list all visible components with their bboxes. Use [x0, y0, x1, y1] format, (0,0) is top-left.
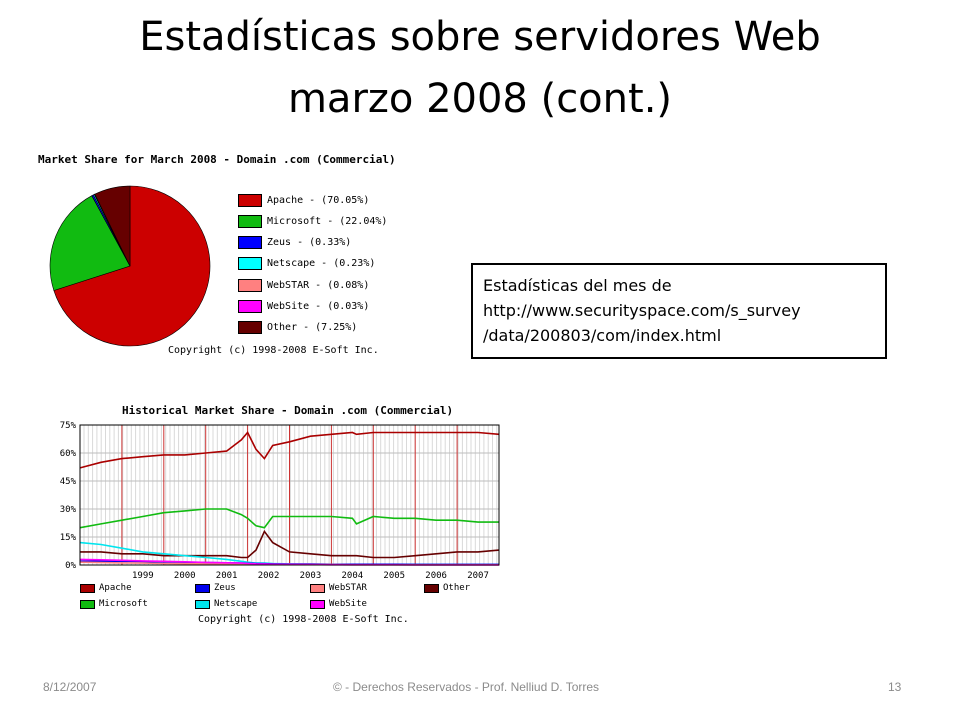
slide-title-line2: marzo 2008 (cont.)	[287, 76, 673, 122]
pie-legend-swatch	[238, 236, 262, 250]
x-tick-label: 2001	[216, 571, 238, 581]
y-tick-label: 0%	[65, 561, 76, 571]
line-copyright: Copyright (c) 1998-2008 E-Soft Inc.	[198, 614, 409, 625]
pie-legend-label: Other - (7.25%)	[267, 322, 358, 334]
pie-chart-title: Market Share for March 2008 - Domain .co…	[38, 153, 396, 166]
pie-legend-swatch	[238, 214, 262, 228]
y-tick-label: 45%	[60, 477, 77, 487]
line-legend-label: WebSTAR	[329, 583, 367, 593]
pie-slice-6	[94, 185, 131, 267]
source-note-line2: http://www.securityspace.com/s_survey	[483, 301, 801, 320]
pie-legend-item: WebSite - (0.03%)	[238, 296, 387, 316]
line-legend-item: WebSTAR	[310, 583, 367, 593]
x-tick-label: 2000	[174, 571, 196, 581]
pie-legend: Apache - (70.05%) Microsoft - (22.04%) Zeu…	[238, 190, 387, 339]
pie-legend-item: Zeus - (0.33%)	[238, 233, 387, 253]
pie-legend-item: Other - (7.25%)	[238, 318, 387, 338]
footer-date: 8/12/2007	[43, 680, 97, 694]
pie-legend-item: WebSTAR - (0.08%)	[238, 275, 387, 295]
x-tick-label: 2005	[383, 571, 405, 581]
x-tick-label: 2003	[300, 571, 322, 581]
pie-legend-label: Zeus - (0.33%)	[267, 237, 352, 249]
y-tick-label: 60%	[60, 449, 77, 459]
pie-slice-0	[53, 185, 211, 347]
line-legend-label: Zeus	[214, 583, 236, 593]
x-tick-label: 2004	[342, 571, 364, 581]
line-legend-item: Other	[424, 583, 470, 593]
line-legend-swatch	[80, 599, 95, 609]
series-line-microsoft	[79, 508, 499, 529]
line-legend-label: Other	[443, 583, 471, 593]
pie-copyright: Copyright (c) 1998-2008 E-Soft Inc.	[168, 345, 379, 356]
pie-legend-item: Netscape - (0.23%)	[238, 254, 387, 274]
y-tick-label: 30%	[60, 505, 77, 515]
pie-legend-swatch	[238, 321, 262, 335]
pie-chart	[49, 185, 211, 347]
pie-legend-swatch	[238, 299, 262, 313]
y-tick-label: 15%	[60, 533, 77, 543]
line-legend-swatch	[424, 583, 439, 593]
x-tick-label: 1999	[132, 571, 154, 581]
line-legend-item: Zeus	[195, 583, 236, 593]
line-legend-item: Apache	[80, 583, 132, 593]
slide-title-line1: Estadísticas sobre servidores Web	[139, 14, 821, 60]
footer-credits: © - Derechos Reservados - Prof. Nelliud …	[333, 680, 600, 694]
slide-title: Estadísticas sobre servidores Web marzo …	[40, 6, 920, 130]
line-legend-swatch	[195, 599, 210, 609]
pie-legend-swatch	[238, 257, 262, 271]
pie-legend-swatch	[238, 278, 262, 292]
line-legend-item: Netscape	[195, 599, 257, 609]
series-line-apache	[79, 431, 500, 469]
pie-legend-item: Microsoft - (22.04%)	[238, 211, 387, 231]
line-legend-label: Apache	[99, 583, 132, 593]
source-note-box: Estadísticas del mes de http://www.secur…	[471, 263, 887, 359]
footer-page-number: 13	[888, 680, 902, 694]
line-legend-swatch	[195, 583, 210, 593]
pie-slice-1	[49, 195, 131, 291]
line-legend-label: Netscape	[214, 599, 258, 609]
pie-legend-label: Netscape - (0.23%)	[267, 258, 376, 270]
source-note-line1: Estadísticas del mes de	[483, 276, 672, 295]
series-line-other	[80, 529, 500, 559]
line-chart: 0% 15% 30% 45% 60% 75% 1999 2000 2001 2002 2003 200…	[60, 421, 500, 581]
line-legend-label: WebSite	[329, 599, 367, 609]
line-legend-swatch	[80, 583, 95, 593]
pie-legend-swatch	[238, 193, 262, 207]
source-note-line3: /data/200803/com/index.html	[483, 326, 722, 345]
line-legend-swatch	[310, 599, 325, 609]
x-tick-label: 2002	[258, 571, 280, 581]
line-chart-title: Historical Market Share - Domain .com (C…	[122, 404, 454, 417]
line-legend-item: Microsoft	[80, 599, 148, 609]
pie-legend-label: WebSTAR - (0.08%)	[267, 279, 370, 291]
line-legend-item: WebSite	[310, 599, 367, 609]
line-legend-label: Microsoft	[99, 599, 148, 609]
x-tick-label: 2007	[467, 571, 489, 581]
pie-legend-label: WebSite - (0.03%)	[267, 300, 370, 312]
pie-legend-label: Microsoft - (22.04%)	[267, 215, 388, 227]
pie-legend-item: Apache - (70.05%)	[238, 190, 387, 210]
line-legend-swatch	[310, 583, 325, 593]
y-tick-label: 75%	[60, 421, 77, 431]
pie-legend-label: Apache - (70.05%)	[267, 194, 370, 206]
x-tick-label: 2006	[425, 571, 447, 581]
